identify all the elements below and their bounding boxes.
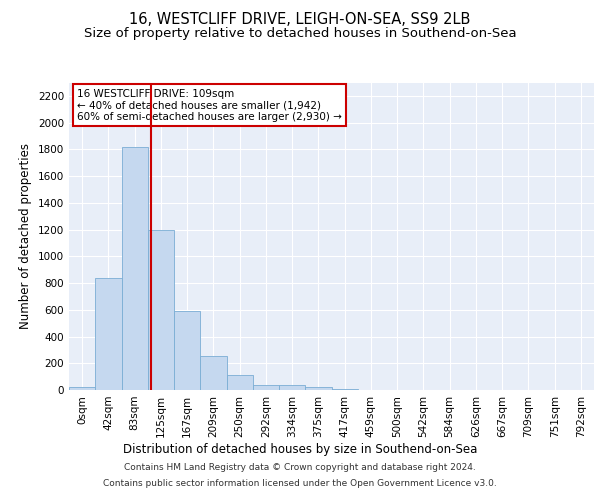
Text: Size of property relative to detached houses in Southend-on-Sea: Size of property relative to detached ho… [83, 28, 517, 40]
Text: Contains public sector information licensed under the Open Government Licence v3: Contains public sector information licen… [103, 478, 497, 488]
Bar [174, 311, 200, 390]
Bar [121, 146, 148, 390]
Bar [279, 386, 305, 390]
Bar [253, 386, 279, 390]
Bar [227, 374, 253, 390]
Bar [148, 230, 174, 390]
Bar [305, 386, 331, 390]
Bar [95, 278, 121, 390]
Text: Distribution of detached houses by size in Southend-on-Sea: Distribution of detached houses by size … [123, 442, 477, 456]
Text: 16, WESTCLIFF DRIVE, LEIGH-ON-SEA, SS9 2LB: 16, WESTCLIFF DRIVE, LEIGH-ON-SEA, SS9 2… [130, 12, 470, 28]
Text: Contains HM Land Registry data © Crown copyright and database right 2024.: Contains HM Land Registry data © Crown c… [124, 464, 476, 472]
Bar [331, 388, 358, 390]
Y-axis label: Number of detached properties: Number of detached properties [19, 143, 32, 329]
Bar [69, 388, 95, 390]
Text: 16 WESTCLIFF DRIVE: 109sqm
← 40% of detached houses are smaller (1,942)
60% of s: 16 WESTCLIFF DRIVE: 109sqm ← 40% of deta… [77, 88, 342, 122]
Bar [200, 356, 227, 390]
